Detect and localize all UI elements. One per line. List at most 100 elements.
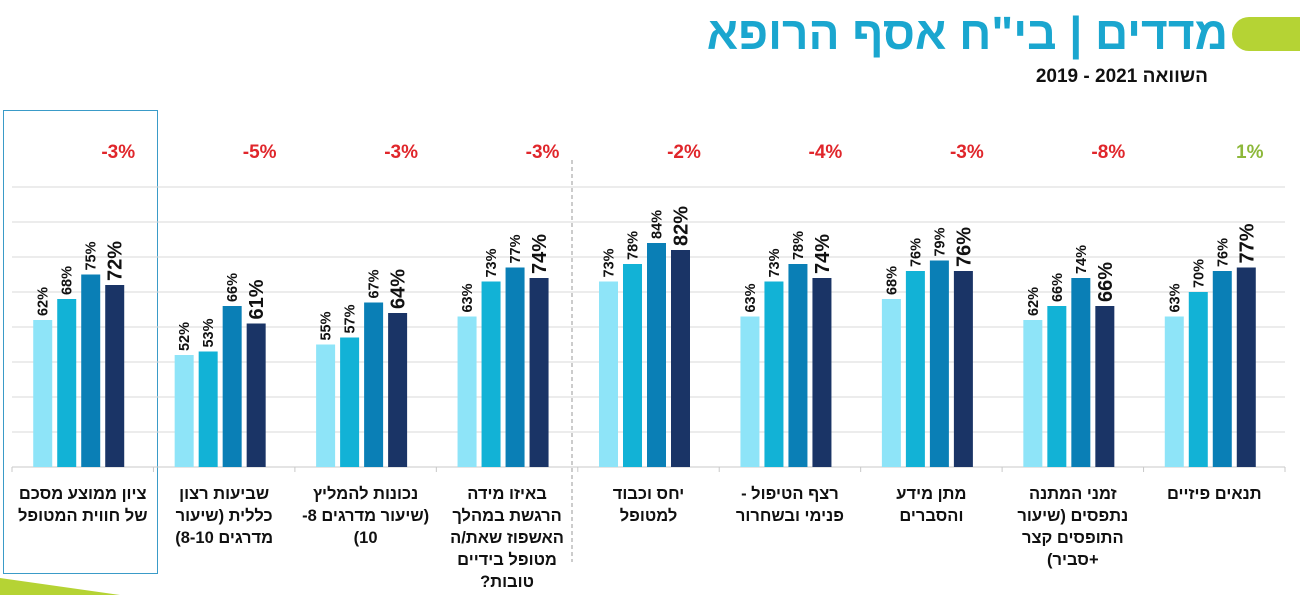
category-label-line: טובות? [480,573,534,591]
bar-value-label: 62% [36,287,52,316]
category-label: באיזו מידה הרגשת במהלך האשפוז שאת/ה מטופל ב… [438,483,576,593]
bar-value-label: 78% [791,231,807,260]
bar-value-label: 53% [201,318,217,347]
bar [33,320,53,467]
bar-value-label: 82% [671,206,693,246]
bar-value-label: 79% [932,227,948,256]
change-label: -5% [243,142,277,163]
page-title: מדדים | בי"ח אסף הרופא [706,7,1228,59]
change-label: -3% [950,142,984,163]
category-label-line: מדרגים 8-10) [175,529,274,547]
category-label: זמני המתנה נתפסים (שיעור התופסים קצר +סביר) [1004,483,1142,571]
bar [671,250,690,467]
bar [529,278,549,467]
change-label: 1% [1236,142,1264,163]
bar [340,337,360,467]
bar-value-label: 61% [246,279,268,319]
corner-swoosh-decoration [0,578,120,595]
change-label: -4% [809,142,843,163]
category-label: שביעות רצון כללית (שיעור מדרגים 8-10) [155,483,293,549]
bar [647,243,666,467]
bar-value-label: 64% [388,269,410,309]
category-label-line: התופסים קצר [1021,529,1124,547]
category-label-line: נתפסים (שיעור [1017,507,1129,525]
bar-value-label: 55% [319,311,335,340]
category-label-line: באיזו מידה [467,485,547,503]
change-label: -3% [526,142,560,163]
bar-value-label: 73% [602,248,618,277]
bar [81,274,101,467]
bar [316,344,336,467]
change-label: -2% [667,142,701,163]
bar [1164,316,1184,467]
bar-value-label: 63% [743,283,759,312]
category-label-line: ציון ממוצע מסכם [18,485,147,503]
bar [599,281,618,467]
bar [1236,267,1256,467]
bar-value-label: 66% [1095,262,1117,302]
change-label: -8% [1091,142,1125,163]
bar-value-label: 76% [1215,238,1231,267]
bar-value-label: 63% [460,283,476,312]
bar [1212,271,1232,467]
bar [1023,320,1043,467]
bar [481,281,501,467]
bar [246,323,266,467]
category-label: יחס וכבוד למטופל [580,483,718,527]
category-label-line: למטופל [619,507,678,525]
bar [881,299,901,467]
category-label: מתן מידע והסברים [862,483,1000,527]
category-label-line: הרגשת במהלך [452,507,562,525]
category-label-line: האשפוז שאת/ה [450,529,564,547]
summary-highlight-box [3,110,158,574]
bar-value-label: 75% [84,241,100,270]
category-label-line: נכונות להמליץ [312,485,419,503]
bar [764,281,784,467]
category-label-line: והסברים [899,507,964,525]
category-label-line: רצף הטיפול - [741,485,839,503]
bar-value-label: 70% [1191,259,1207,288]
bar [174,355,194,467]
category-label: רצף הטיפול - פנימי ובשחרור [721,483,859,527]
bar-value-label: 68% [884,266,900,295]
bar-value-label: 57% [343,304,359,333]
bar-value-label: 74% [1074,245,1090,274]
bar [1188,292,1208,467]
change-label: -3% [101,142,135,163]
bar [1071,278,1091,467]
bar [623,264,642,467]
bar [929,260,949,467]
bar-value-label: 77% [508,234,524,263]
bar [1047,306,1067,467]
bar-value-label: 76% [908,238,924,267]
category-label-line: כללית (שיעור [175,507,273,525]
bar-value-label: 62% [1026,287,1042,316]
category-label: ציון ממוצע מסכם של חווית המטופל [14,483,152,527]
bar [364,302,384,467]
change-label: -3% [384,142,418,163]
bar [788,264,808,467]
category-label-line: תנאים פיזיים [1166,485,1262,503]
category-label-line: +סביר) [1047,551,1099,569]
bar [812,278,832,467]
bar [905,271,925,467]
bar-value-label: 67% [367,269,383,298]
category-label: נכונות להמליץ (שיעור מדרגים 8- 10) [297,483,435,549]
category-label-line: מטופל בידיים [457,551,557,569]
bar [740,316,760,467]
bar-value-label: 84% [650,210,666,239]
bar-value-label: 66% [225,273,241,302]
bar-value-label: 77% [1236,223,1258,263]
bar-value-label: 76% [953,227,975,267]
bar [457,316,477,467]
category-label-line: (שיעור מדרגים 8- [302,507,430,525]
bar [953,271,973,467]
bar-value-label: 73% [484,248,500,277]
bar [198,351,218,467]
category-label: תנאים פיזיים [1145,483,1283,505]
bar-value-label: 73% [767,248,783,277]
page-subtitle: השוואה 2021 - 2019 [1035,66,1208,87]
bar [105,285,125,467]
bar-value-label: 66% [1050,273,1066,302]
